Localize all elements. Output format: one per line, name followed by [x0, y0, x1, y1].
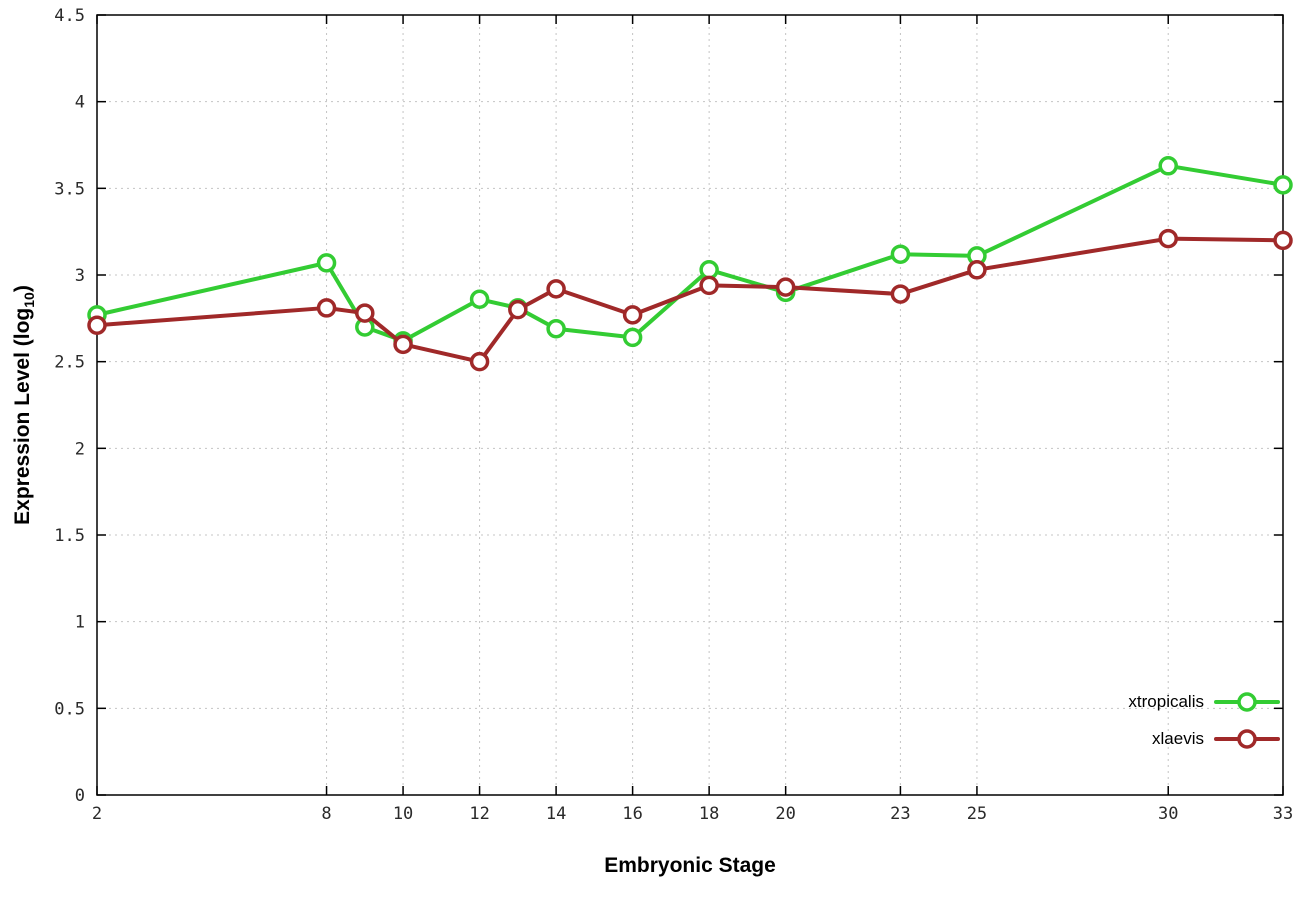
- y-tick-label: 1: [75, 613, 85, 633]
- legend-sample-xtropicalis: [1237, 692, 1257, 712]
- legend-swatch-xlaevis: [1214, 729, 1280, 749]
- y-tick-label: 2.5: [54, 353, 85, 373]
- x-tick-label: 8: [321, 804, 331, 824]
- legend: xtropicalis xlaevis: [1128, 689, 1280, 752]
- x-tick-label: 12: [469, 804, 489, 824]
- y-axis-label: Expression Level (log10): [11, 285, 37, 525]
- x-tick-label: 2: [92, 804, 102, 824]
- data-point-xlaevis: [775, 277, 796, 297]
- x-tick-label: 25: [967, 804, 987, 824]
- data-point-xtropicalis: [546, 318, 566, 339]
- data-point-xtropicalis: [890, 244, 911, 264]
- x-tick-label: 18: [699, 804, 719, 824]
- x-tick-label: 30: [1158, 804, 1178, 824]
- y-axis-label-text: Expression Level (log: [10, 307, 34, 525]
- data-point-xlaevis: [546, 279, 566, 299]
- data-point-xtropicalis: [1158, 156, 1178, 176]
- legend-label-xlaevis: xlaevis: [1152, 729, 1204, 748]
- legend-label-xtropicalis: xtropicalis: [1128, 692, 1204, 711]
- x-tick-label: 16: [622, 804, 642, 824]
- data-point-xtropicalis: [1273, 175, 1293, 195]
- y-tick-label: 2: [75, 439, 85, 459]
- data-point-xlaevis: [87, 315, 107, 336]
- y-tick-label: 3.5: [54, 179, 85, 199]
- x-axis-label: Embryonic Stage: [604, 854, 776, 877]
- data-point-xlaevis: [699, 275, 719, 296]
- x-tick-label: 23: [890, 804, 910, 824]
- data-point-xlaevis: [622, 305, 643, 325]
- y-axis-label-subscript: 10: [21, 292, 38, 308]
- data-point-xtropicalis: [469, 289, 490, 310]
- data-point-xlaevis: [890, 284, 911, 304]
- data-point-xtropicalis: [316, 253, 337, 273]
- x-tick-label: 10: [393, 804, 413, 824]
- y-tick-label: 0: [75, 786, 85, 806]
- x-tick-label: 33: [1273, 804, 1293, 824]
- y-tick-label: 0.5: [54, 699, 85, 719]
- series-line-xtropicalis: [95, 163, 1285, 343]
- data-point-xlaevis: [469, 351, 490, 372]
- y-tick-label: 4.5: [54, 6, 85, 26]
- data-point-xlaevis: [355, 303, 375, 323]
- x-tick-label: 14: [546, 804, 566, 824]
- data-point-xlaevis: [967, 260, 987, 280]
- data-point-xlaevis: [316, 298, 337, 318]
- data-point-xlaevis: [393, 334, 413, 355]
- data-point-xlaevis: [1273, 230, 1293, 251]
- x-tick-label: 20: [775, 804, 795, 824]
- data-point-xtropicalis: [699, 260, 719, 280]
- y-tick-label: 1.5: [54, 526, 85, 546]
- legend-item-xtropicalis: xtropicalis: [1128, 689, 1280, 715]
- data-point-xtropicalis: [622, 327, 643, 348]
- plot-border: [96, 14, 1284, 796]
- y-tick-label: 3: [75, 266, 85, 286]
- data-point-xlaevis: [1158, 228, 1178, 249]
- legend-item-xlaevis: xlaevis: [1152, 726, 1280, 752]
- y-axis-label-close: ): [10, 285, 34, 293]
- legend-sample-xlaevis: [1237, 729, 1257, 749]
- y-tick-label: 4: [75, 93, 85, 113]
- data-point-xlaevis: [508, 299, 528, 320]
- legend-swatch-xtropicalis: [1214, 692, 1280, 712]
- series-line-xlaevis: [95, 236, 1285, 364]
